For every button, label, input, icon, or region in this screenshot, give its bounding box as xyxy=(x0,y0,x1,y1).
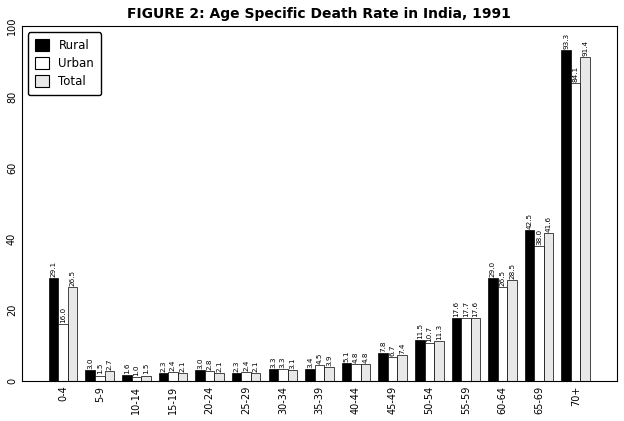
Bar xyxy=(132,377,141,381)
Text: 2.1: 2.1 xyxy=(180,361,185,372)
Text: 2.8: 2.8 xyxy=(207,358,213,370)
Bar xyxy=(324,367,334,381)
Text: 91.4: 91.4 xyxy=(582,40,588,56)
Title: FIGURE 2: Age Specific Death Rate in India, 1991: FIGURE 2: Age Specific Death Rate in Ind… xyxy=(127,7,512,21)
Bar xyxy=(59,324,68,381)
Bar xyxy=(571,83,580,381)
Text: 3.3: 3.3 xyxy=(280,357,286,368)
Bar xyxy=(168,372,178,381)
Text: 7.4: 7.4 xyxy=(399,342,405,354)
Text: 1.5: 1.5 xyxy=(143,363,149,374)
Text: 1.6: 1.6 xyxy=(124,362,130,374)
Text: 6.7: 6.7 xyxy=(389,344,396,356)
Bar xyxy=(95,376,104,381)
Bar xyxy=(544,233,553,381)
Text: 11.5: 11.5 xyxy=(417,323,422,339)
Bar xyxy=(388,357,397,381)
Text: 93.3: 93.3 xyxy=(563,33,569,49)
Text: 3.0: 3.0 xyxy=(197,357,203,369)
Bar xyxy=(461,318,470,381)
Text: 84.1: 84.1 xyxy=(573,65,578,82)
Bar xyxy=(424,343,434,381)
Bar xyxy=(305,369,314,381)
Text: 2.1: 2.1 xyxy=(253,361,259,372)
Bar xyxy=(534,246,544,381)
Text: 4.8: 4.8 xyxy=(353,351,359,363)
Text: 2.3: 2.3 xyxy=(233,360,240,372)
Text: 3.1: 3.1 xyxy=(290,357,295,369)
Text: 7.8: 7.8 xyxy=(380,341,386,352)
Text: 1.0: 1.0 xyxy=(134,365,139,376)
Text: 16.0: 16.0 xyxy=(60,307,66,323)
Text: 11.3: 11.3 xyxy=(436,324,442,340)
Bar xyxy=(122,375,132,381)
Bar xyxy=(525,230,534,381)
Bar xyxy=(278,369,288,381)
Text: 5.1: 5.1 xyxy=(344,350,349,362)
Text: 26.5: 26.5 xyxy=(499,270,505,286)
Text: 2.1: 2.1 xyxy=(216,361,222,372)
Text: 2.7: 2.7 xyxy=(106,359,112,370)
Bar xyxy=(452,318,461,381)
Bar xyxy=(351,364,361,381)
Bar xyxy=(195,370,205,381)
Text: 1.5: 1.5 xyxy=(97,363,103,374)
Bar xyxy=(178,373,187,381)
Text: 3.0: 3.0 xyxy=(87,357,93,369)
Bar xyxy=(232,373,241,381)
Bar xyxy=(104,371,114,381)
Text: 4.8: 4.8 xyxy=(363,351,369,363)
Bar xyxy=(397,354,407,381)
Text: 17.6: 17.6 xyxy=(454,301,459,317)
Bar xyxy=(49,277,59,381)
Text: 17.6: 17.6 xyxy=(472,301,479,317)
Text: 38.0: 38.0 xyxy=(536,229,542,245)
Text: 41.6: 41.6 xyxy=(545,216,552,232)
Bar xyxy=(241,372,251,381)
Bar xyxy=(580,57,590,381)
Bar xyxy=(288,370,297,381)
Text: 42.5: 42.5 xyxy=(527,213,533,229)
Bar xyxy=(314,365,324,381)
Text: 10.7: 10.7 xyxy=(426,326,432,342)
Text: 2.3: 2.3 xyxy=(160,360,167,372)
Bar xyxy=(68,287,77,381)
Text: 3.9: 3.9 xyxy=(326,354,332,366)
Text: 26.5: 26.5 xyxy=(70,270,76,286)
Bar xyxy=(498,287,507,381)
Bar xyxy=(141,376,150,381)
Bar xyxy=(361,364,370,381)
Legend: Rural, Urban, Total: Rural, Urban, Total xyxy=(27,32,101,95)
Bar xyxy=(205,371,215,381)
Bar xyxy=(378,353,388,381)
Text: 3.3: 3.3 xyxy=(270,357,276,368)
Bar xyxy=(434,341,444,381)
Text: .: . xyxy=(9,11,13,24)
Bar xyxy=(342,363,351,381)
Text: 29.0: 29.0 xyxy=(490,261,496,277)
Bar xyxy=(158,373,168,381)
Bar xyxy=(215,373,224,381)
Bar xyxy=(562,50,571,381)
Text: 29.1: 29.1 xyxy=(51,261,57,277)
Text: 4.5: 4.5 xyxy=(316,352,323,364)
Text: 17.7: 17.7 xyxy=(463,301,469,317)
Bar xyxy=(85,370,95,381)
Bar xyxy=(268,369,278,381)
Bar xyxy=(470,318,480,381)
Text: 28.5: 28.5 xyxy=(509,263,515,279)
Bar xyxy=(415,340,424,381)
Bar xyxy=(507,280,517,381)
Bar xyxy=(488,278,498,381)
Text: 2.4: 2.4 xyxy=(243,360,249,371)
Text: 3.4: 3.4 xyxy=(307,356,313,368)
Text: 2.4: 2.4 xyxy=(170,360,176,371)
Bar xyxy=(251,373,260,381)
